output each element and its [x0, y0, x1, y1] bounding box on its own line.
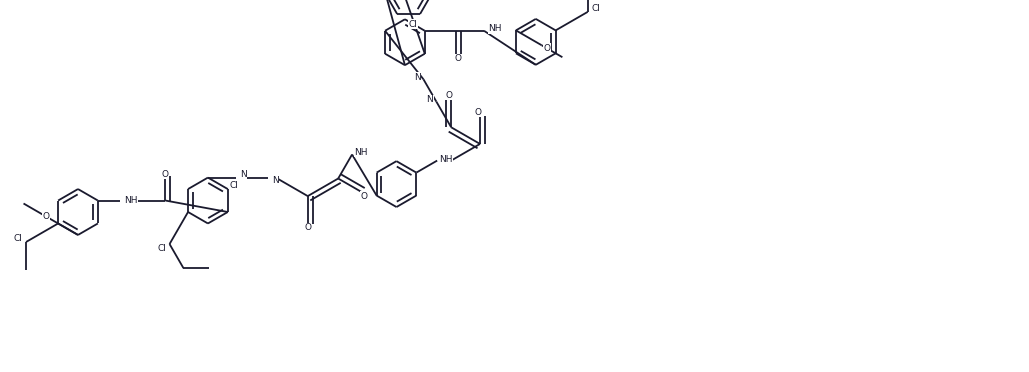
Text: N: N [272, 176, 279, 185]
Text: N: N [240, 170, 246, 179]
Text: O: O [543, 44, 551, 53]
Text: Cl: Cl [13, 234, 22, 243]
Text: NH: NH [488, 24, 501, 33]
Text: O: O [305, 223, 311, 232]
Text: NH: NH [125, 196, 138, 205]
Text: N: N [427, 95, 433, 104]
Text: NH: NH [439, 155, 453, 164]
Text: O: O [42, 212, 49, 221]
Text: NH: NH [354, 148, 367, 157]
Text: O: O [361, 192, 367, 201]
Text: O: O [474, 108, 482, 117]
Text: Cl: Cl [229, 180, 239, 190]
Text: N: N [414, 73, 421, 82]
Text: Cl: Cl [409, 20, 418, 29]
Text: O: O [162, 170, 169, 179]
Text: Cl: Cl [157, 244, 167, 253]
Text: Cl: Cl [592, 4, 601, 13]
Text: O: O [455, 54, 462, 63]
Text: O: O [446, 91, 453, 100]
